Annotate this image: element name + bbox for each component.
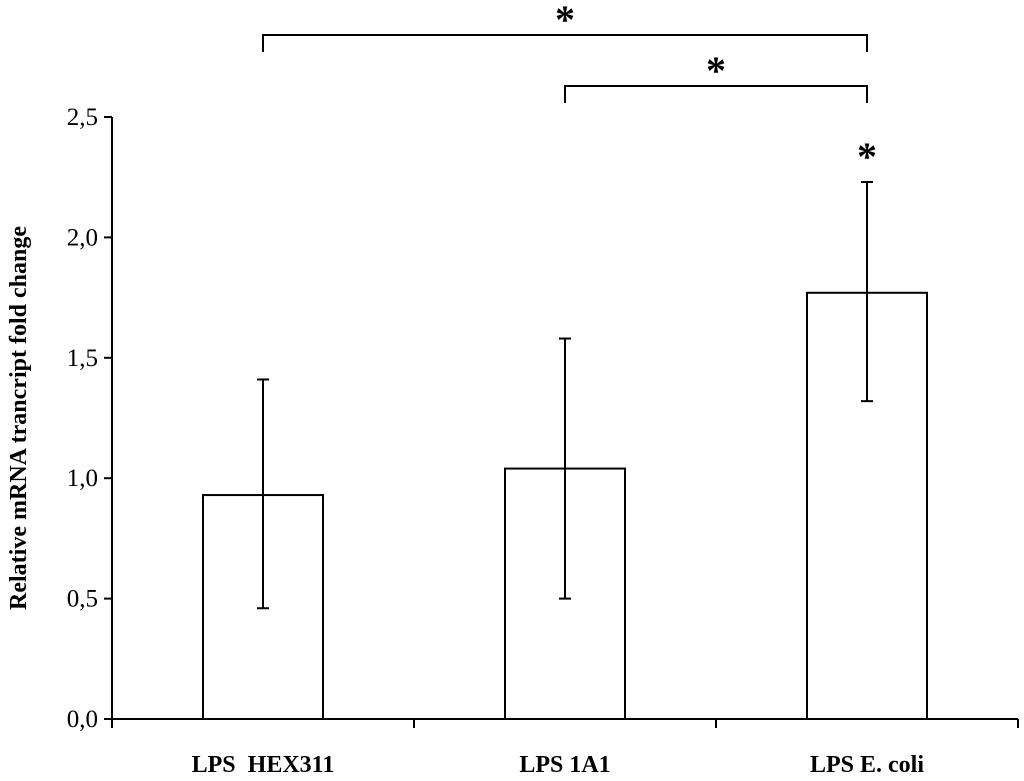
y-tick-label: 1,5	[67, 345, 98, 372]
y-tick-label: 0,5	[67, 586, 98, 613]
y-tick-label: 0,0	[67, 706, 98, 733]
y-tick-label: 2,5	[67, 104, 98, 131]
bracket-significance-star: *	[706, 48, 726, 93]
error-bars	[257, 181, 873, 610]
bracket-significance-star: *	[555, 0, 575, 42]
x-tick-label: LPS HEX311	[192, 752, 335, 778]
y-tick-label: 1,0	[67, 465, 98, 492]
x-tick-label: LPS E. coli	[810, 752, 924, 778]
x-axis-labels: LPS HEX311 LPS 1A1 LPS E. coli	[192, 752, 925, 778]
significance-bracket: *	[564, 48, 868, 103]
y-axis-ticks: 0,0 0,5 1,0 1,5 2,0 2,5	[67, 104, 112, 733]
error-bar	[559, 337, 571, 600]
y-axis-title: Relative mRNA trancript fold change	[6, 226, 32, 610]
x-tick-label: LPS 1A1	[519, 752, 610, 778]
error-bar	[861, 181, 873, 403]
significance-annotations: * * *	[262, 0, 877, 179]
bar-significance-star: *	[857, 134, 877, 179]
error-bar	[257, 378, 269, 610]
significance-bracket: *	[262, 0, 868, 52]
y-tick-label: 2,0	[67, 224, 98, 251]
